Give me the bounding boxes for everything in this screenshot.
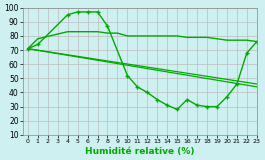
- X-axis label: Humidité relative (%): Humidité relative (%): [85, 147, 195, 156]
